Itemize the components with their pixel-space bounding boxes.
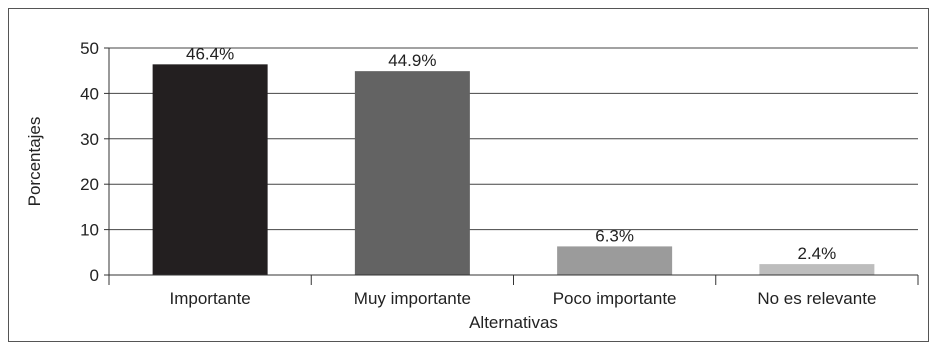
y-tick-label: 10 xyxy=(80,221,99,240)
data-label-3: 2.4% xyxy=(798,244,837,263)
bar-3 xyxy=(759,264,875,275)
data-label-2: 6.3% xyxy=(595,226,634,245)
y-tick-labels: 0 10 20 30 40 50 xyxy=(80,39,99,285)
data-label-1: 44.9% xyxy=(388,51,436,70)
bar-2 xyxy=(557,246,673,275)
y-tick-label: 40 xyxy=(80,84,99,103)
bar-1 xyxy=(354,71,470,276)
bar-0 xyxy=(152,64,268,276)
data-labels: 46.4% 44.9% 6.3% 2.4% xyxy=(186,44,836,263)
x-category-label-1: Muy importante xyxy=(354,289,471,308)
y-axis-title: Porcentajes xyxy=(25,117,44,207)
y-tick-label: 20 xyxy=(80,175,99,194)
x-category-label-0: Importante xyxy=(169,289,250,308)
x-category-label-2: Poco importante xyxy=(553,289,677,308)
axes xyxy=(108,48,918,276)
bars xyxy=(152,64,875,276)
y-tick-label: 0 xyxy=(90,266,99,285)
x-category-labels: Importante Muy importante Poco importante N… xyxy=(169,289,876,308)
x-axis-title: Alternativas xyxy=(469,313,558,332)
x-category-label-3: No es relevante xyxy=(757,289,876,308)
data-label-0: 46.4% xyxy=(186,44,234,63)
y-tick-label: 30 xyxy=(80,130,99,149)
y-tick-label: 50 xyxy=(80,39,99,58)
